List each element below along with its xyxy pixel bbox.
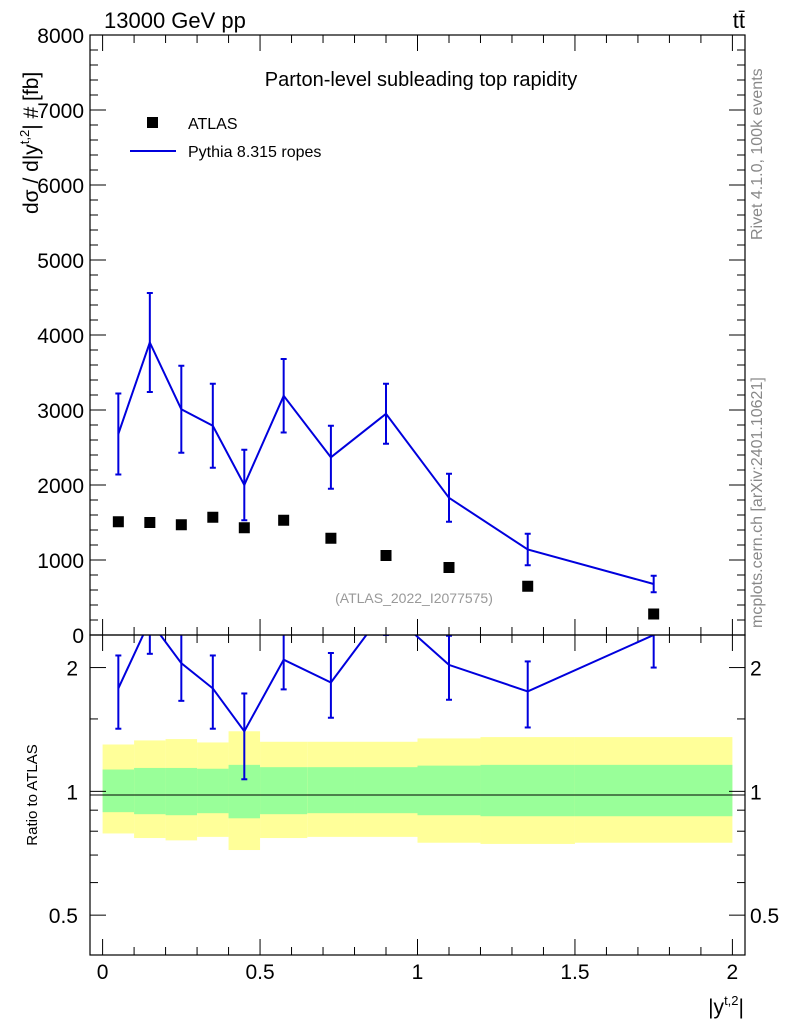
ratio-y-tick-label: 1 — [66, 781, 78, 804]
atlas-data-point — [278, 514, 290, 526]
main-series — [112, 292, 660, 620]
main-panel: 0 1000 2000 3000 4000 5000 6000 7000 8000 Parton… — [17, 25, 746, 648]
atlas-data-point — [112, 516, 124, 528]
y-tick-label: 0 — [72, 625, 84, 648]
atlas-data-point — [325, 532, 337, 544]
main-axis-ticks: 0 1000 2000 3000 4000 5000 6000 7000 8000 — [37, 25, 745, 648]
atlas-data-point — [648, 608, 660, 620]
y-tick-label: 3000 — [37, 400, 84, 423]
legend-atlas-label: ATLAS — [188, 116, 238, 133]
inner-uncertainty-band — [165, 767, 198, 816]
atlas-data-point — [522, 580, 534, 592]
inner-uncertainty-band — [354, 767, 418, 814]
rivet-label: Rivet 4.1.0, 100k events — [749, 68, 766, 240]
ratio-y-tick-label-right: 0.5 — [750, 905, 779, 928]
ratio-y-tick-label: 0.5 — [49, 905, 78, 928]
ratio-y-tick-label-right: 2 — [750, 658, 762, 681]
legend-atlas-marker — [147, 117, 158, 128]
y-tick-label: 8000 — [37, 25, 84, 48]
ratio-y-tick-label-right: 1 — [750, 781, 762, 804]
inner-uncertainty-band — [197, 768, 229, 814]
energy-label: 13000 GeV pp — [104, 8, 246, 33]
uncertainty-bands — [102, 731, 733, 851]
y-tick-label: 6000 — [37, 175, 84, 198]
ratio-panel: 0.5 0.5 1 1 2 2 0 0.5 1 1.5 2 Ratio to ATLAS |yt,2… — [24, 634, 779, 1019]
atlas-data-point — [238, 522, 250, 534]
atlas-data-point — [443, 562, 455, 573]
inner-uncertainty-band — [417, 765, 481, 816]
inner-uncertainty-band — [574, 764, 733, 817]
atlas-data-point — [175, 519, 187, 531]
ratio-series — [115, 635, 657, 781]
mcplots-label: mcplots.cern.ch [arXiv:2401.10621] — [749, 377, 766, 628]
process-label: tt̄ — [733, 8, 745, 33]
pythia-line — [117, 339, 654, 585]
ratio-y-tick-label: 2 — [66, 658, 78, 681]
main-y-axis-label: dσ / d|yt,2| # [fb] — [17, 72, 43, 214]
y-tick-label: 2000 — [37, 475, 84, 498]
inner-uncertainty-band — [134, 767, 166, 815]
y-tick-label: 1000 — [37, 550, 84, 573]
inner-uncertainty-band — [307, 767, 355, 814]
x-tick-label: 0 — [97, 961, 109, 984]
inner-uncertainty-band — [260, 767, 308, 815]
x-tick-label: 1.5 — [560, 961, 589, 984]
inner-uncertainty-band — [480, 764, 575, 817]
inner-uncertainty-band — [102, 769, 135, 813]
ratio-axis-ticks: 0.5 0.5 1 1 2 2 0 0.5 1 1.5 2 — [49, 635, 779, 984]
x-tick-label: 1 — [412, 961, 424, 984]
x-tick-label: 0.5 — [245, 961, 274, 984]
analysis-reference: (ATLAS_2022_I2077575) — [335, 590, 493, 606]
y-tick-label: 5000 — [37, 250, 84, 273]
atlas-data-point — [207, 511, 219, 523]
x-tick-label: 2 — [727, 961, 739, 984]
legend-pythia-label: Pythia 8.315 ropes — [188, 144, 321, 161]
atlas-data-point — [380, 550, 392, 561]
x-axis-label: |yt,2| — [708, 993, 744, 1019]
y-tick-label: 7000 — [37, 100, 84, 123]
atlas-data-point — [144, 517, 156, 528]
plot-title: Parton-level subleading top rapidity — [265, 69, 577, 91]
y-tick-label: 4000 — [37, 325, 84, 348]
ratio-y-axis-label: Ratio to ATLAS — [24, 744, 41, 845]
legend: ATLAS Pythia 8.315 ropes — [130, 116, 321, 161]
ratio-frame — [89, 634, 746, 956]
